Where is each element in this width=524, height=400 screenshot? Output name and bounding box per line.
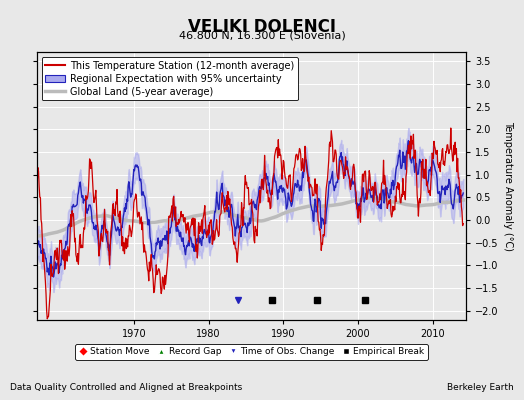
Text: 46.800 N, 16.300 E (Slovenia): 46.800 N, 16.300 E (Slovenia) — [179, 30, 345, 40]
Legend: This Temperature Station (12-month average), Regional Expectation with 95% uncer: This Temperature Station (12-month avera… — [41, 57, 298, 100]
Y-axis label: Temperature Anomaly (°C): Temperature Anomaly (°C) — [503, 121, 513, 251]
Text: Berkeley Earth: Berkeley Earth — [447, 383, 514, 392]
Text: VELIKI DOLENCI: VELIKI DOLENCI — [188, 18, 336, 36]
Text: Data Quality Controlled and Aligned at Breakpoints: Data Quality Controlled and Aligned at B… — [10, 383, 243, 392]
Legend: Station Move, Record Gap, Time of Obs. Change, Empirical Break: Station Move, Record Gap, Time of Obs. C… — [75, 344, 428, 360]
